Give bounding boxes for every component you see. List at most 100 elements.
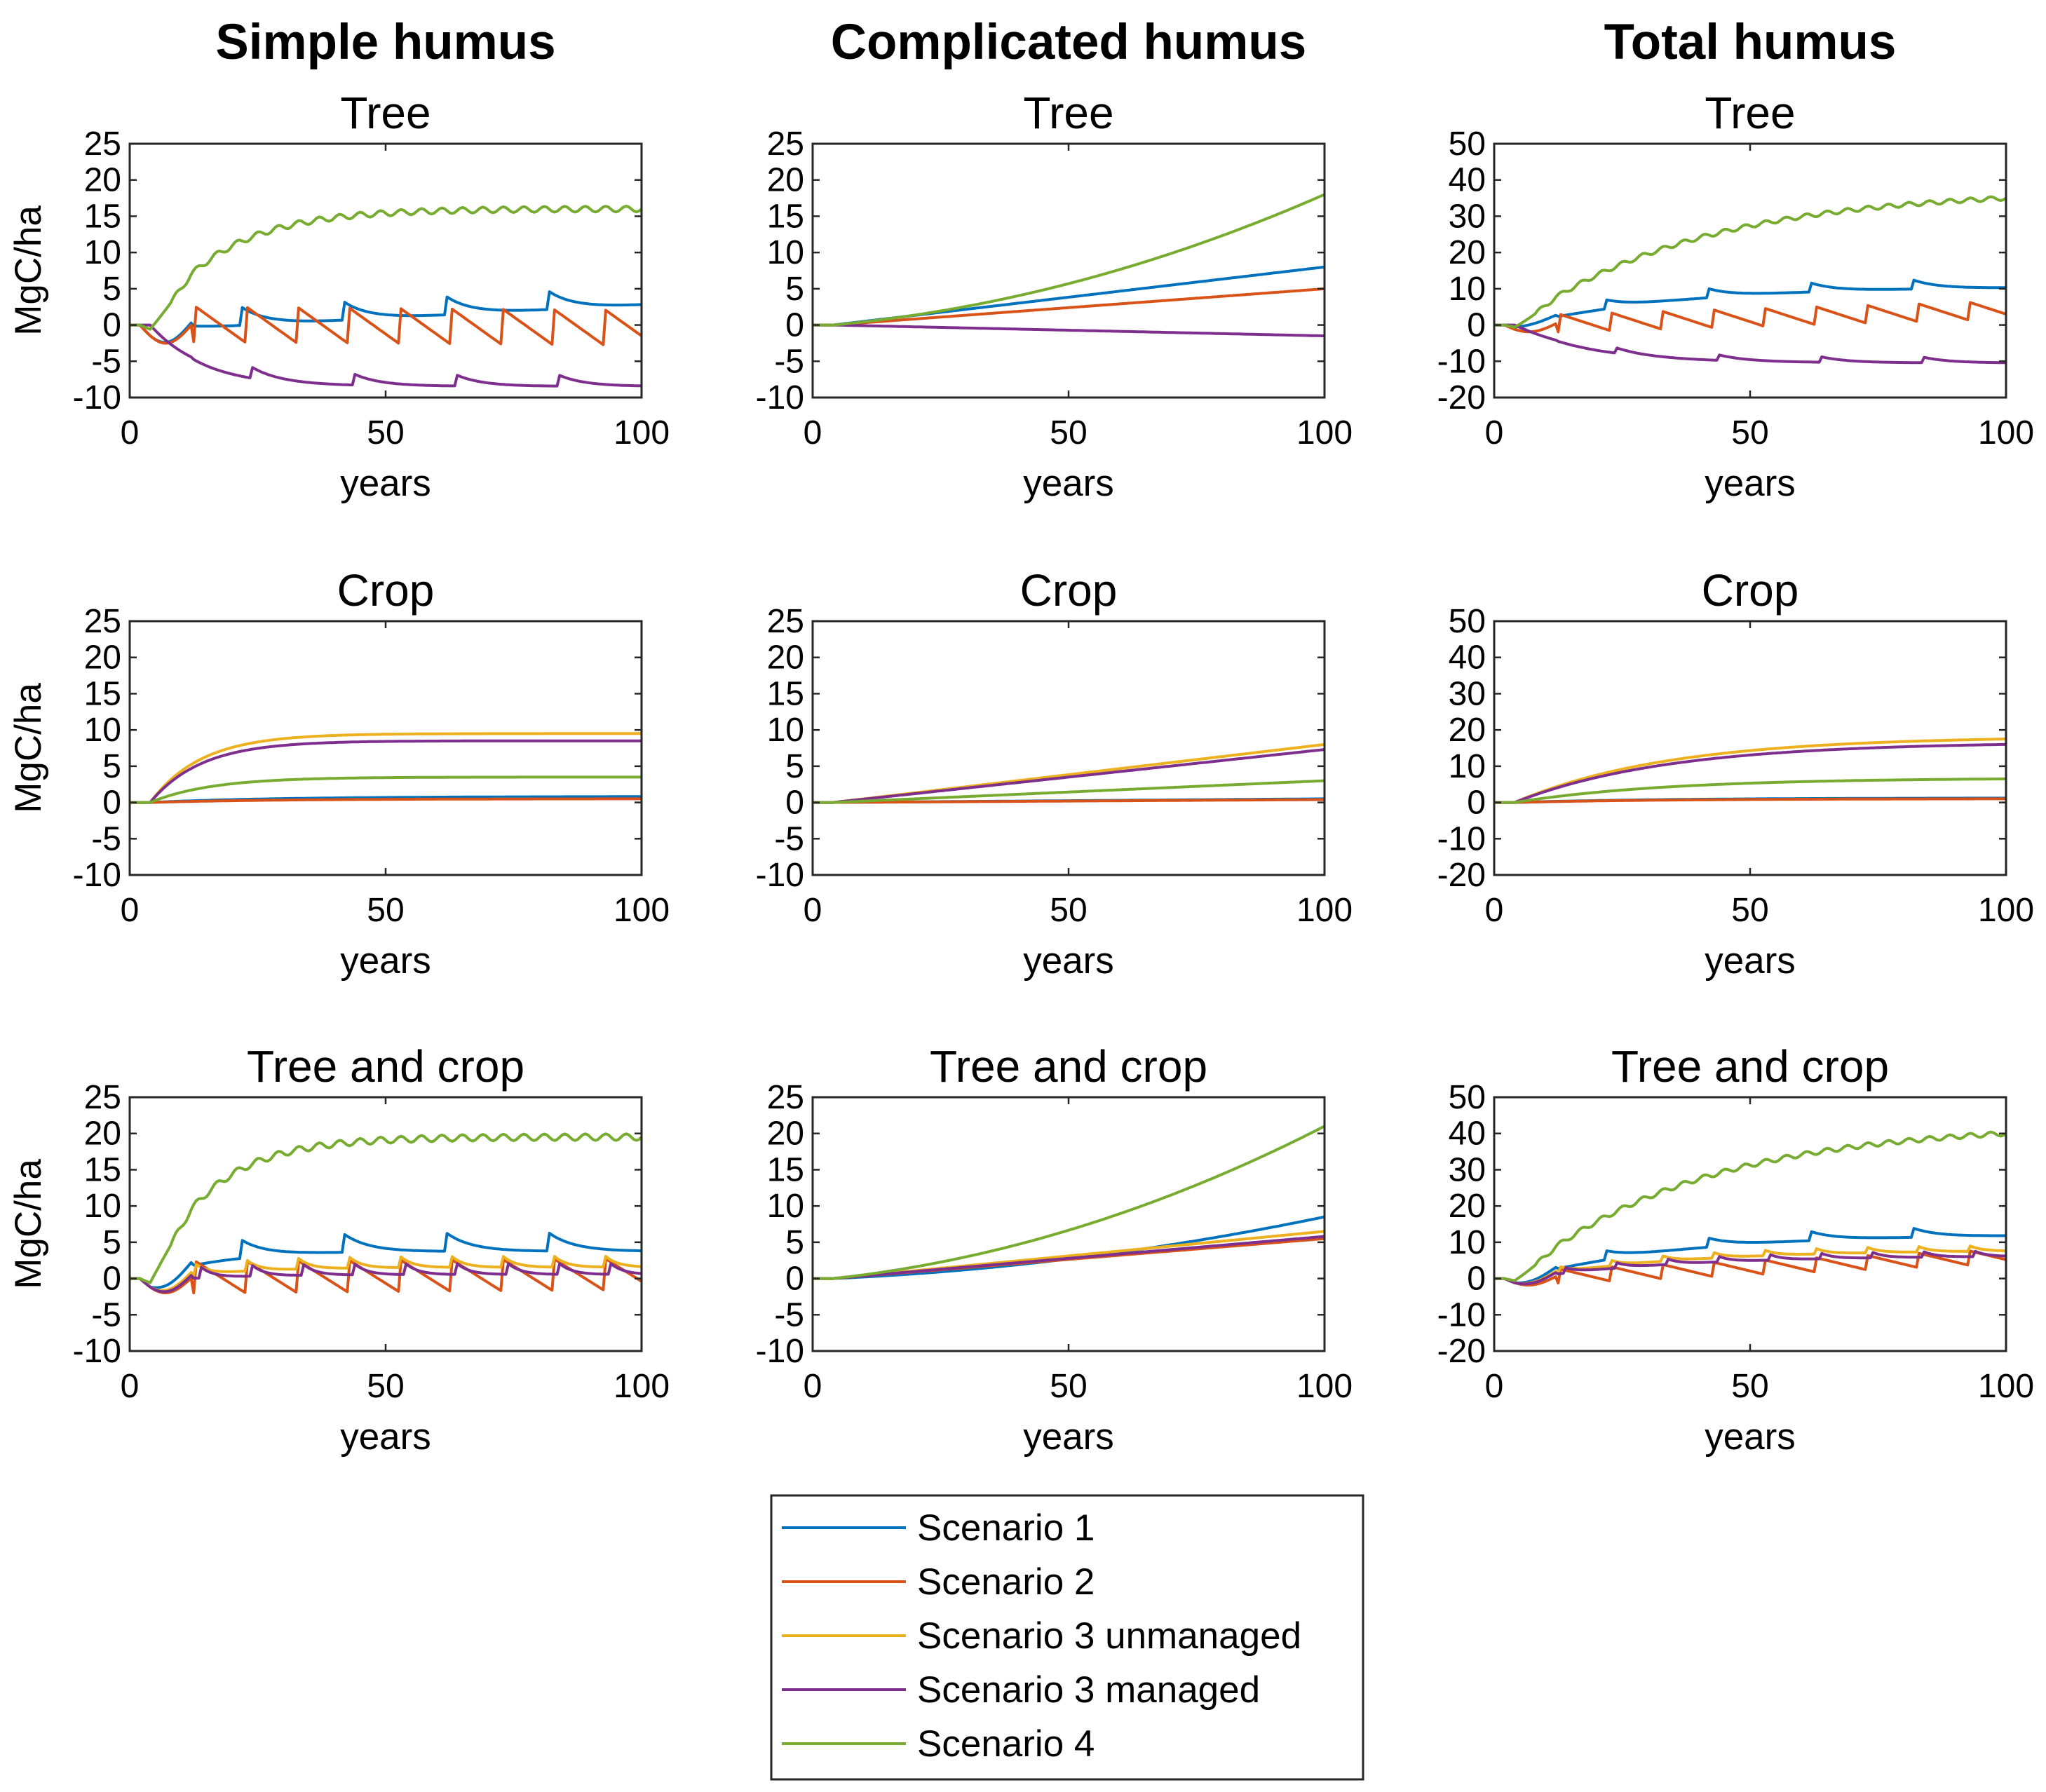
- panel-complicated-humus-tree-and-crop-xlabel: years: [1023, 1416, 1114, 1458]
- panel-complicated-humus-tree-and-crop-line-scenario-4: [813, 1125, 1325, 1280]
- panel-total-humus-tree-xtick-label: 0: [1485, 414, 1504, 452]
- panel-total-humus-tree-title: Tree: [1705, 88, 1795, 138]
- panel-simple-humus-tree-and-crop-ytick-label: 25: [84, 1079, 121, 1116]
- panel-total-humus-tree-and-crop-line-scenario-3-managed: [1494, 1249, 2006, 1286]
- panel-complicated-humus-tree-and-crop-xtick-label: 100: [1296, 1368, 1353, 1405]
- panel-simple-humus-crop-ytick-label: 10: [84, 712, 121, 749]
- panel-complicated-humus-tree-ytick-label: 10: [767, 234, 804, 271]
- panel-complicated-humus-crop-title: Crop: [1020, 565, 1118, 616]
- panel-complicated-humus-tree-and-crop-ytick-label: 5: [785, 1224, 804, 1261]
- panel-simple-humus-tree-ytick-label: -10: [73, 379, 121, 416]
- panel-complicated-humus-tree-and-crop-ytick-label: 25: [767, 1079, 804, 1116]
- panel-total-humus-crop-xtick-label: 100: [1978, 892, 2034, 929]
- panel-total-humus-tree-ytick-label: 40: [1449, 162, 1486, 199]
- panel-total-humus-tree-xtick-label: 100: [1978, 414, 2034, 452]
- panel-simple-humus-crop-ylabel: MgC/ha: [8, 683, 49, 813]
- panel-simple-humus-tree-line-scenario-2: [130, 306, 642, 346]
- column-title-total-humus: Total humus: [1604, 15, 1897, 70]
- panel-total-humus-crop-line-scenario-2: [1494, 797, 2006, 804]
- panel-complicated-humus-tree-ytick-label: 20: [767, 162, 804, 199]
- panel-total-humus-crop-xtick-label: 50: [1731, 892, 1768, 929]
- panel-simple-humus-crop-xtick-label: 0: [121, 892, 140, 929]
- legend-label-scenario-4: Scenario 4: [917, 1723, 1095, 1765]
- panel-total-humus-tree-ytick-label: 30: [1449, 198, 1486, 235]
- panel-simple-humus-tree-ylabel: MgC/ha: [8, 205, 49, 336]
- panel-simple-humus-crop-title: Crop: [337, 565, 435, 616]
- panel-simple-humus-tree-ytick-label: 25: [84, 125, 121, 163]
- panel-complicated-humus-tree-line-scenario-2: [813, 287, 1325, 327]
- legend-label-scenario-2: Scenario 2: [917, 1561, 1095, 1603]
- panel-complicated-humus-tree-and-crop-xtick-label: 50: [1050, 1368, 1087, 1405]
- panel-simple-humus-crop-ytick-label: -5: [91, 820, 121, 857]
- panel-complicated-humus-crop-ytick-label: 0: [785, 785, 804, 822]
- panel-simple-humus-tree-and-crop-xtick-label: 50: [367, 1368, 404, 1405]
- panel-total-humus-crop-ytick-label: 0: [1467, 785, 1486, 822]
- panel-simple-humus-tree-title: Tree: [340, 88, 431, 138]
- panel-total-humus-tree-line-scenario-2: [1494, 301, 2006, 334]
- panel-total-humus-tree-and-crop-ytick-label: 40: [1449, 1115, 1486, 1153]
- panel-complicated-humus-tree-and-crop-line-scenario-3-managed: [813, 1235, 1325, 1280]
- panel-total-humus-tree-and-crop-ytick-label: -10: [1437, 1296, 1486, 1333]
- panel-total-humus-tree-line-scenario-4: [1494, 195, 2006, 329]
- panel-total-humus-tree-line-scenario-3-managed: [1494, 323, 2006, 365]
- panel-total-humus-crop-line-scenario-3-unmanaged: [1494, 738, 2006, 804]
- panel-complicated-humus-tree-and-crop-ytick-label: -10: [756, 1333, 804, 1370]
- panel-simple-humus-tree-xtick-label: 0: [121, 414, 140, 452]
- panel-complicated-humus-tree-xtick-label: 50: [1050, 414, 1087, 452]
- panel-simple-humus-tree-line-scenario-4: [130, 205, 642, 331]
- panel-simple-humus-crop-xtick-label: 100: [614, 892, 670, 929]
- panel-total-humus-tree-and-crop-ytick-label: 0: [1467, 1261, 1486, 1298]
- panel-simple-humus-tree-line-scenario-1: [130, 290, 642, 344]
- panel-total-humus-crop-line-scenario-4: [1494, 778, 2006, 804]
- panel-total-humus-tree-and-crop-xtick-label: 100: [1978, 1368, 2034, 1405]
- panel-complicated-humus-tree-xlabel: years: [1023, 463, 1114, 504]
- legend: [770, 1494, 1364, 1781]
- panel-simple-humus-tree-and-crop-xtick-label: 100: [614, 1368, 670, 1405]
- panel-simple-humus-crop-xtick-label: 50: [367, 892, 404, 929]
- panel-total-humus-tree-and-crop-ytick-label: 50: [1449, 1079, 1486, 1116]
- panel-complicated-humus-crop-ytick-label: 10: [767, 712, 804, 749]
- panel-complicated-humus-crop-xtick-label: 100: [1296, 892, 1353, 929]
- panel-complicated-humus-tree-title: Tree: [1023, 88, 1113, 138]
- panel-simple-humus-tree-and-crop-ytick-label: 20: [84, 1115, 121, 1153]
- panel-complicated-humus-tree-and-crop-ytick-label: 15: [767, 1151, 804, 1188]
- panel-simple-humus-crop-line-scenario-3-unmanaged: [130, 732, 642, 804]
- panel-complicated-humus-crop-ytick-label: 25: [767, 603, 804, 640]
- panel-simple-humus-crop-line-scenario-4: [130, 775, 642, 804]
- panel-total-humus-tree-line-scenario-1: [1494, 278, 2006, 329]
- panel-total-humus-crop-xlabel: years: [1705, 940, 1796, 982]
- panel-complicated-humus-tree-ytick-label: 15: [767, 198, 804, 235]
- panel-total-humus-crop-ytick-label: -10: [1437, 820, 1486, 857]
- panel-simple-humus-tree-ytick-label: -5: [91, 343, 121, 380]
- panel-total-humus-tree-and-crop-line-scenario-4: [1494, 1130, 2006, 1282]
- panel-simple-humus-tree-xtick-label: 50: [367, 414, 404, 452]
- panel-total-humus-tree-and-crop-title: Tree and crop: [1611, 1041, 1889, 1092]
- panel-simple-humus-tree-and-crop-ytick-label: 5: [102, 1224, 121, 1261]
- panel-complicated-humus-tree-ytick-label: 5: [785, 271, 804, 308]
- panel-simple-humus-crop-ytick-label: 25: [84, 603, 121, 640]
- panel-simple-humus-crop-line-scenario-2: [130, 797, 642, 804]
- panel-total-humus-tree-and-crop-ytick-label: -20: [1437, 1333, 1486, 1370]
- panel-complicated-humus-tree-ytick-label: 0: [785, 307, 804, 344]
- panel-simple-humus-tree-and-crop-ytick-label: -10: [73, 1333, 121, 1370]
- panel-total-humus-tree-and-crop-ytick-label: 20: [1449, 1188, 1486, 1225]
- panel-total-humus-crop-ytick-label: 10: [1449, 748, 1486, 785]
- panel-simple-humus-crop-ytick-label: 20: [84, 639, 121, 677]
- panel-total-humus-tree-ytick-label: -20: [1437, 379, 1486, 416]
- panel-complicated-humus-tree-ytick-label: 25: [767, 125, 804, 163]
- panel-complicated-humus-tree-and-crop-xtick-label: 0: [804, 1368, 822, 1405]
- panel-total-humus-tree-xtick-label: 50: [1731, 414, 1768, 452]
- panel-total-humus-tree-and-crop-xlabel: years: [1705, 1416, 1796, 1458]
- panel-total-humus-crop-title: Crop: [1702, 565, 1799, 616]
- panel-total-humus-tree-and-crop-line-scenario-2: [1494, 1249, 2006, 1287]
- legend-label-scenario-3-unmanaged: Scenario 3 unmanaged: [917, 1615, 1301, 1657]
- panel-simple-humus-crop-line-scenario-3-managed: [130, 739, 642, 804]
- panel-total-humus-crop-xtick-label: 0: [1485, 892, 1504, 929]
- panel-complicated-humus-tree-and-crop-ytick-label: 20: [767, 1115, 804, 1153]
- panel-simple-humus-tree-ytick-label: 10: [84, 234, 121, 271]
- panel-simple-humus-tree-ytick-label: 15: [84, 198, 121, 235]
- panel-complicated-humus-tree-xtick-label: 100: [1296, 414, 1353, 452]
- panel-complicated-humus-crop-ytick-label: 5: [785, 748, 804, 785]
